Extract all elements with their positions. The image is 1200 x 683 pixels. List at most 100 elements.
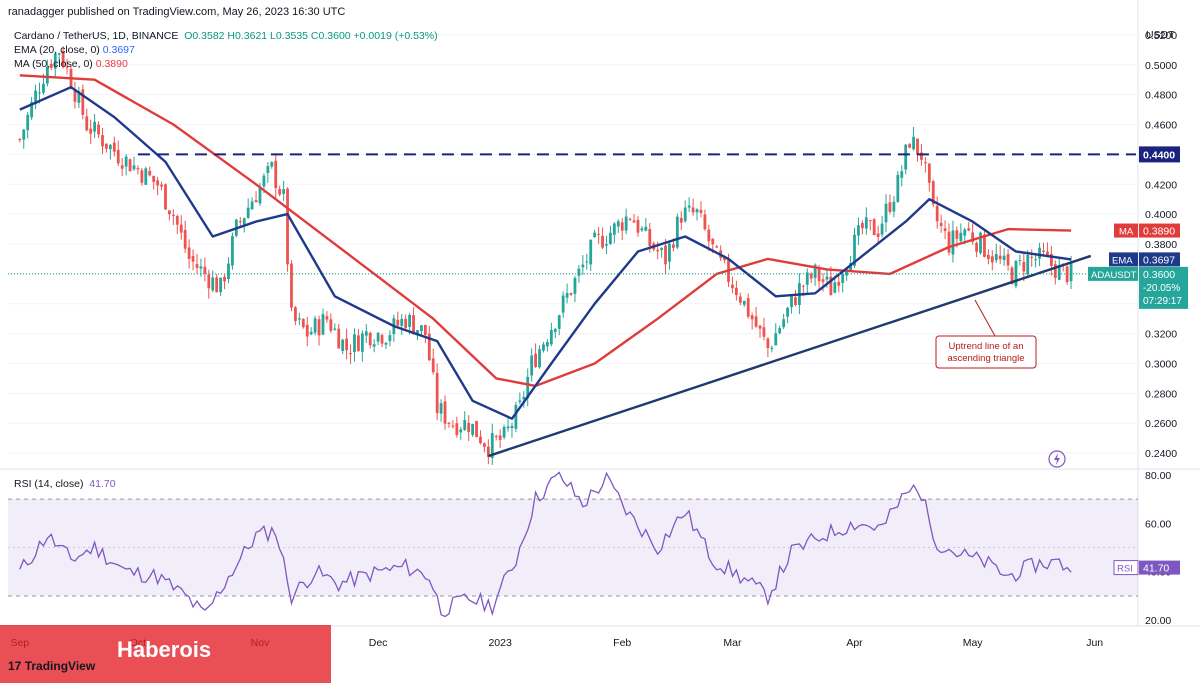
candle-body [105,143,108,149]
candle-body [664,245,667,265]
rsi-legend-label: RSI (14, close) [14,478,84,490]
candle-body [546,341,549,347]
ema-legend[interactable]: EMA (20, close, 0) 0.3697 [14,44,135,56]
candle-body [317,319,321,336]
candle-body [140,170,144,183]
rsi-tag-name-box [1113,560,1139,576]
ema-tag-value: 0.3697 [1143,254,1175,266]
candle-body [85,116,89,131]
candle-body [93,121,97,132]
candle-body [404,318,408,329]
candle-body [1042,250,1045,252]
candle-body [668,243,671,262]
tradingview-logo[interactable]: 17 TradingView [8,659,95,673]
candle-body [967,228,971,231]
candle-body [246,207,250,218]
candle-body [514,404,518,429]
candle-body [203,266,207,274]
ma-legend[interactable]: MA (50, close, 0) 0.3890 [14,58,128,70]
symbol-tag-name: ADAUSDT [1091,270,1137,281]
candle-body [258,186,262,204]
callout-pointer [974,299,996,337]
candle-body [860,223,864,229]
candle-body [357,335,360,352]
candle-body [313,318,317,333]
rsi-legend[interactable]: RSI (14, close) 41.70 [14,478,116,490]
ema-tag-name-box [1109,252,1138,267]
candle-body [400,318,404,326]
candle-body [786,307,789,317]
symbol-legend: Cardano / TetherUS, 1D, BINANCE O0.3582 … [14,30,438,42]
x-tick-label: May [963,637,984,649]
candle-body [164,184,167,210]
candle-body [270,162,274,167]
candle-body [880,223,884,235]
candle-body [34,90,37,105]
candle-body [219,277,223,293]
candle-body [455,423,459,436]
candle-body [648,229,652,246]
candle-body [699,209,703,213]
candle-body [526,376,530,399]
publisher-line: ranadagger published on TradingView.com,… [8,6,346,18]
candle-body [132,165,136,170]
candle-body [435,372,439,414]
ema20-line [19,85,1072,420]
symbol-title[interactable]: Cardano / TetherUS, 1D, BINANCE [14,30,179,42]
rsi-tag-box [1139,560,1180,575]
callout-line-2: ascending triangle [947,353,1024,364]
candle-body [254,200,258,203]
candle-body [939,222,943,226]
candle-body [1014,261,1018,287]
candle-body [774,333,778,346]
candle-body [274,160,278,189]
ma-legend-label: MA (50, close, 0) [14,58,93,70]
candle-body [589,240,593,265]
candle-body [794,297,797,305]
candle-body [341,339,345,351]
y-tick-label: 0.5000 [1145,60,1177,72]
y-tick-label: 0.2400 [1145,448,1177,460]
candle-body [408,314,412,327]
candle-body [396,319,400,326]
candle-body [1022,261,1026,272]
candle-body [853,234,856,266]
candle-body [801,285,805,287]
candle-body [817,267,821,282]
candle-body [707,229,711,242]
candle-body [809,274,813,279]
candle-body [290,263,293,308]
candle-body [912,136,915,150]
candle-body [569,293,573,295]
candle-body [758,325,762,329]
candle-body [955,230,959,239]
candle-body [49,63,53,68]
rsi-tick-label: 60.00 [1145,518,1171,530]
candle-body [908,144,912,148]
candle-body [368,332,372,346]
candle-body [136,168,140,170]
symbol-tag-box [1088,266,1138,281]
rsi-legend-value: 41.70 [89,478,116,490]
candle-body [423,324,427,335]
candle-body [947,231,951,253]
candle-body [963,229,967,236]
candle-body [427,333,431,361]
candles [18,46,1073,465]
candle-body [754,316,758,327]
ema-legend-value: 0.3697 [102,44,135,56]
candle-body [734,287,738,295]
candle-body [931,181,935,205]
candle-body [577,268,581,276]
resistance-price-tag [1139,146,1180,163]
candle-body [821,279,825,282]
candle-body [581,264,585,268]
candle-body [431,358,435,373]
candle-body [943,228,947,232]
candle-body [888,202,892,212]
candle-body [278,188,282,195]
candle-body [833,282,837,293]
candle-body [211,277,215,291]
